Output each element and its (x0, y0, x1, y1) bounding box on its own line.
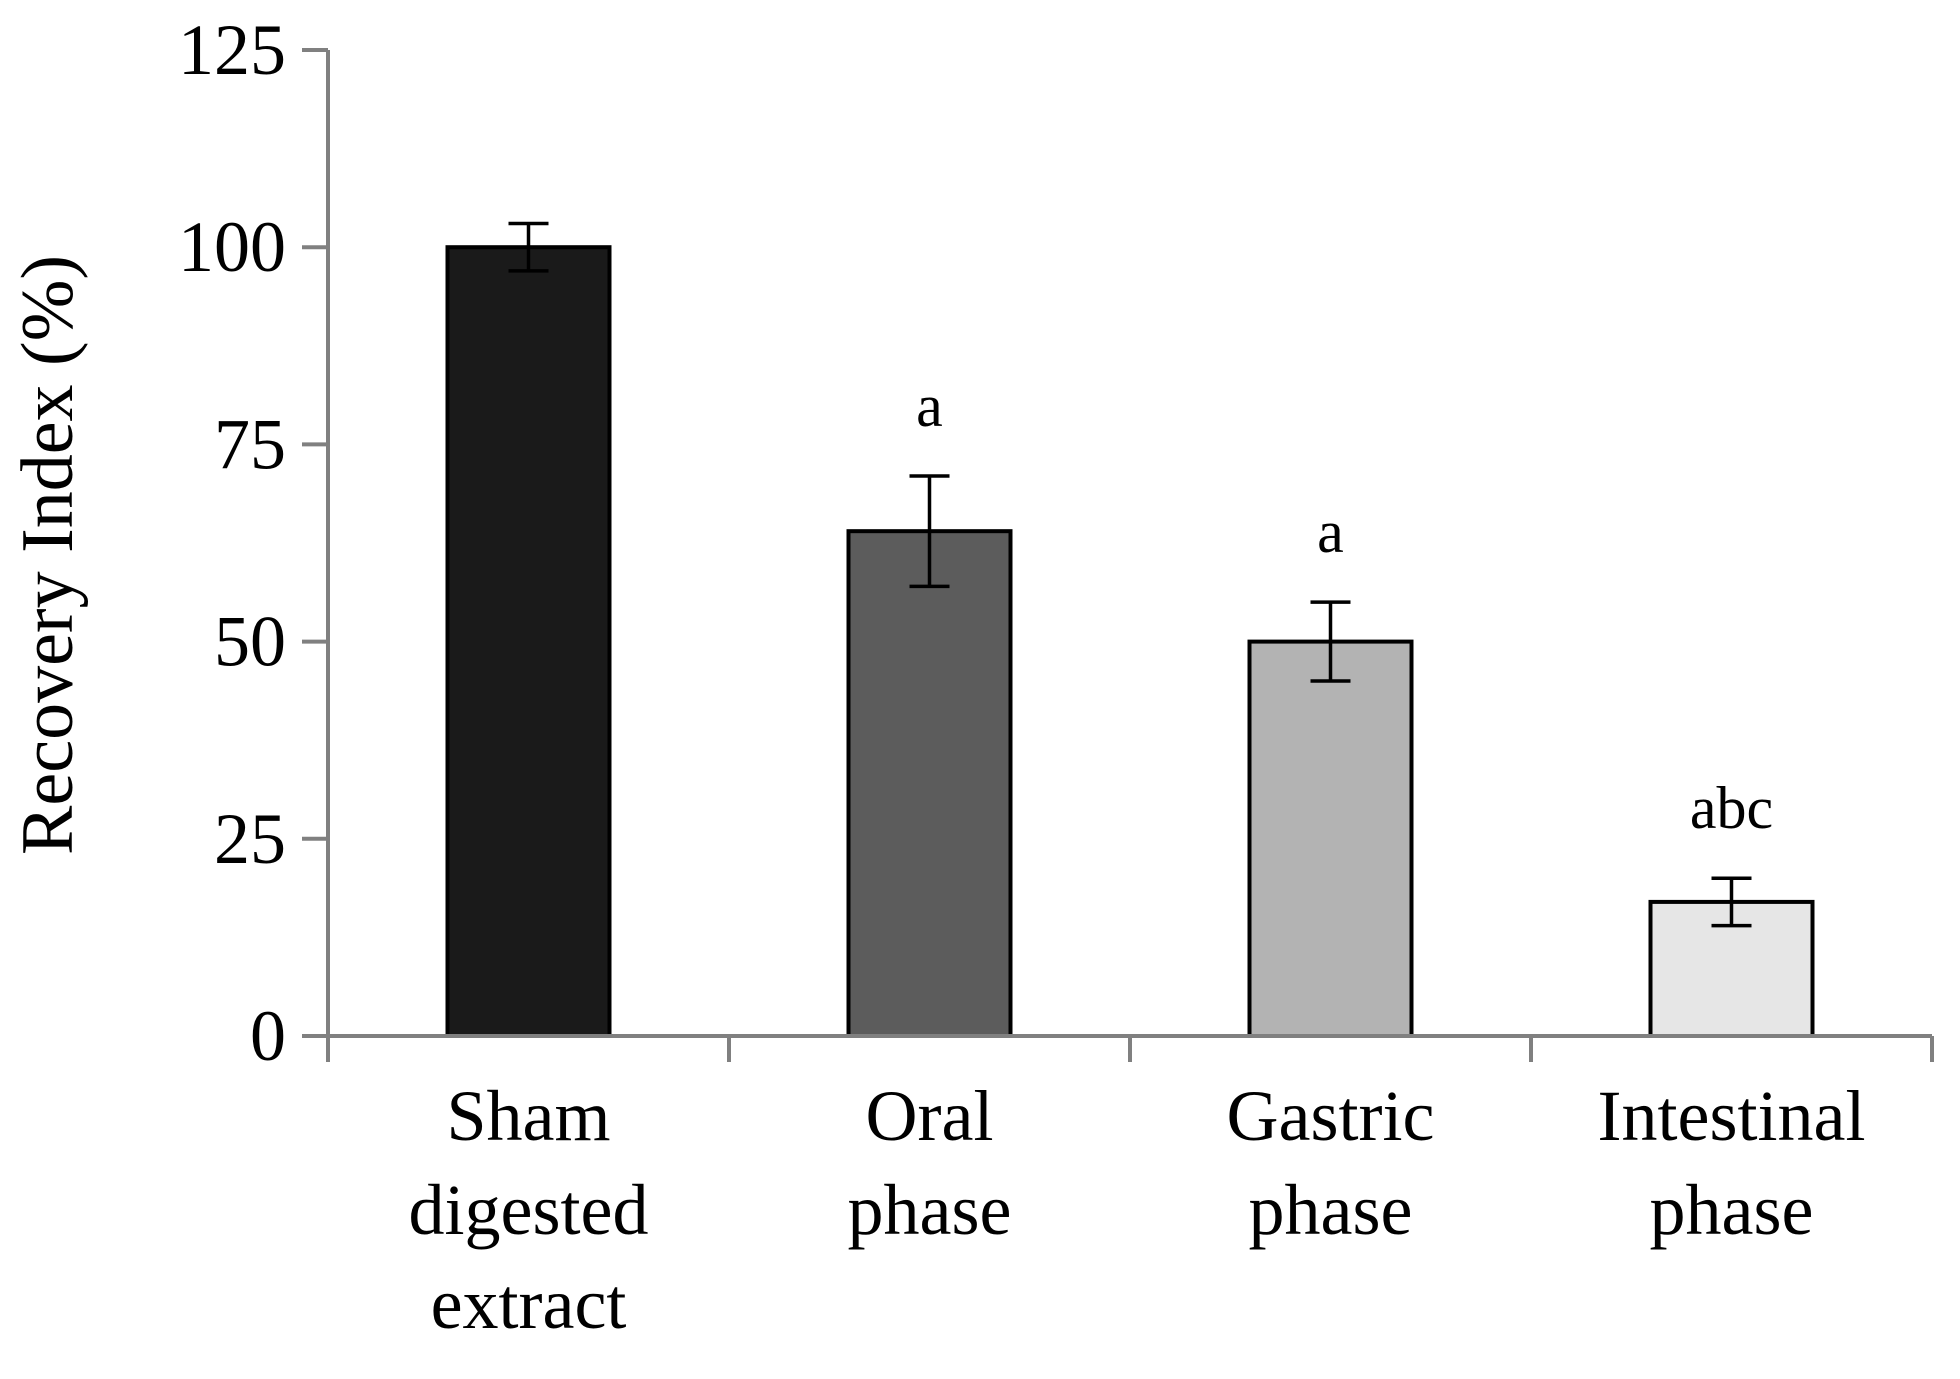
category-label: Oral phase (848, 1076, 1012, 1250)
category-label: Intestinal phase (1598, 1076, 1866, 1250)
category-label: Gastric phase (1227, 1076, 1435, 1250)
bar (445, 245, 612, 1038)
y-tick-label: 50 (214, 602, 286, 682)
category-label-line: Gastric (1227, 1076, 1435, 1156)
category-label-line: phase (1249, 1170, 1413, 1250)
error-bars (508, 221, 1752, 928)
category-label-line: Sham (446, 1076, 610, 1156)
category-label-line: extract (431, 1264, 627, 1344)
significance-labels: a a abc (916, 373, 1773, 841)
category-label-line: Intestinal (1598, 1076, 1866, 1156)
bars (445, 245, 1815, 1039)
category-label: Sham digested extract (409, 1076, 649, 1344)
bar (846, 529, 1013, 1039)
y-tick-label: 100 (178, 207, 286, 287)
significance-label: a (916, 373, 943, 439)
bar (1247, 639, 1414, 1038)
y-axis-title-group: Recovery Index (%) (7, 255, 89, 855)
category-label-line: phase (848, 1170, 1012, 1250)
axes (326, 50, 1934, 1062)
y-tick-label: 75 (214, 404, 286, 484)
category-label-line: digested (409, 1170, 649, 1250)
category-label-line: phase (1650, 1170, 1814, 1250)
y-tick-label: 25 (214, 799, 286, 879)
y-axis-title: Recovery Index (%) (7, 255, 89, 855)
significance-label: abc (1690, 775, 1773, 841)
significance-label: a (1317, 499, 1344, 565)
y-axis-ticks: 0 25 50 75 100 125 (178, 10, 328, 1076)
y-tick-label: 125 (178, 10, 286, 90)
category-label-line: Oral (866, 1076, 994, 1156)
x-axis-labels: Sham digested extract Oral phase Gastric phase… (409, 1076, 1866, 1344)
y-tick-label: 0 (250, 996, 286, 1076)
